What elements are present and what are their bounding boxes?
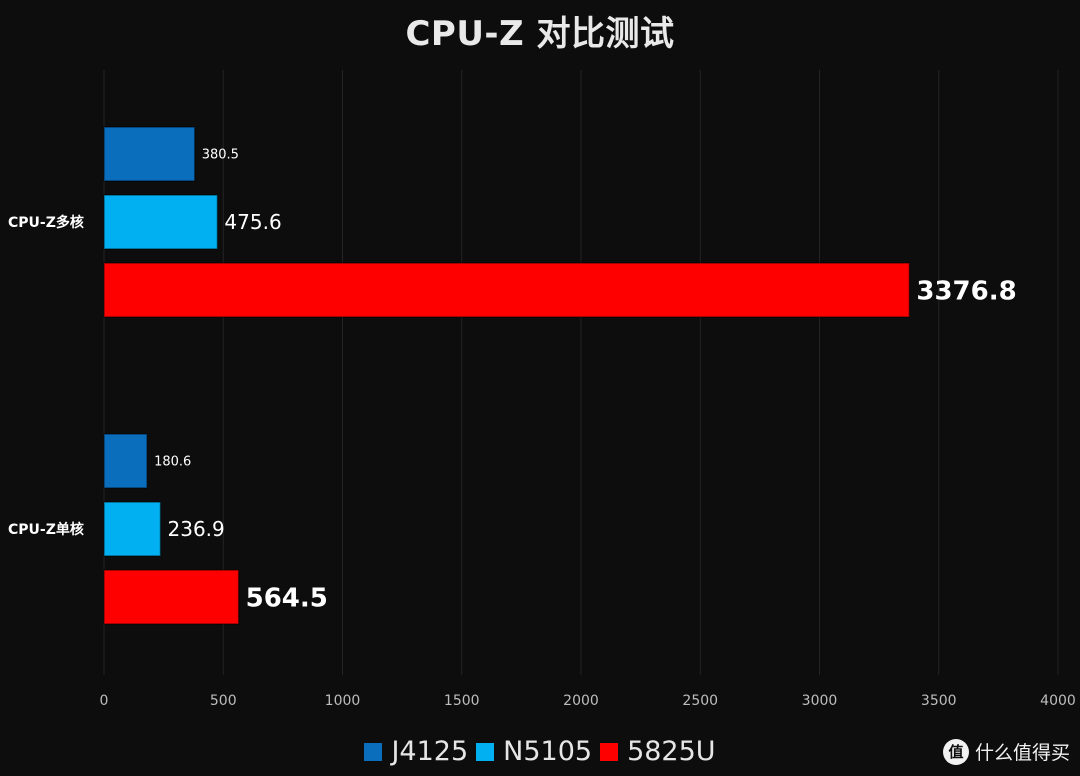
data-label: 380.5 [202,148,239,163]
legend-label-j4125: J4125 [391,736,469,767]
bar-5825u [103,569,240,625]
watermark-logo-icon: 值 [942,738,969,765]
data-label: 180.6 [154,455,191,470]
bar-5825u [103,262,911,318]
legend: J4125 N5105 5825U [0,736,1080,767]
x-tick-label: 3500 [921,693,957,709]
y-category-label: CPU-Z多核 [8,214,84,231]
x-tick-label: 4000 [1040,693,1076,709]
watermark: 值 什么值得买 [942,738,1070,765]
y-category-label: CPU-Z单核 [8,521,84,538]
x-tick-label: 2500 [682,693,718,709]
x-tick-label: 1000 [325,693,361,709]
chart-title: CPU-Z 对比测试 [405,14,675,54]
x-tick-label: 0 [100,693,109,709]
legend-item-j4125[interactable]: J4125 [364,736,468,767]
x-tick-label: 1500 [444,693,480,709]
data-label: 564.5 [246,583,328,613]
legend-label-5825u: 5825U [627,736,716,767]
bar-j4125 [103,433,148,489]
x-tick-label: 500 [210,693,237,709]
legend-label-n5105: N5105 [503,736,593,767]
bar-j4125 [103,126,196,182]
legend-swatch-n5105 [476,742,495,761]
data-label: 3376.8 [916,276,1016,306]
data-label: 475.6 [224,210,281,234]
data-label: 236.9 [168,517,225,541]
bar-n5105 [103,194,219,250]
legend-swatch-j4125 [364,742,383,761]
bar-n5105 [103,501,162,557]
watermark-text: 什么值得买 [974,742,1070,764]
legend-swatch-5825u [600,742,619,761]
legend-item-n5105[interactable]: N5105 [476,736,592,767]
x-tick-label: 3000 [802,693,838,709]
x-tick-label: 2000 [563,693,599,709]
legend-item-5825u[interactable]: 5825U [600,736,716,767]
